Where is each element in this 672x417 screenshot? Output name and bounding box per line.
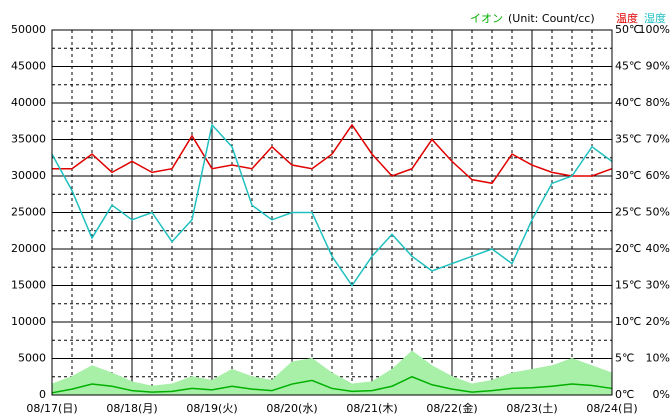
y3-tick-label: 10%	[646, 352, 670, 365]
series-line	[51, 375, 613, 394]
y2-tick-label: 5℃	[615, 352, 634, 365]
y-tick-label: 0	[39, 388, 46, 401]
x-tick-label: 08/24(日)	[586, 402, 637, 415]
unit-label: (Unit: Count/cc)	[508, 12, 595, 25]
series-line	[51, 123, 613, 287]
x-tick-label: 08/17(日)	[26, 402, 77, 415]
x-tick-label: 08/19(火)	[186, 402, 237, 415]
legend-ion: イオン	[470, 12, 503, 25]
x-tick-label: 08/20(水)	[266, 402, 317, 415]
x-tick-label: 08/18(月)	[106, 402, 157, 415]
y2-tick-label: 15℃	[615, 279, 641, 292]
y3-tick-label: 20%	[646, 315, 670, 328]
y3-tick-label: 90%	[646, 60, 670, 73]
y2-tick-label: 40℃	[615, 96, 641, 109]
x-tick-label: 08/23(土)	[506, 402, 557, 415]
y-tick-label: 20000	[11, 242, 46, 255]
y2-tick-label: 0℃	[615, 388, 634, 401]
y-tick-label: 25000	[11, 206, 46, 219]
y3-tick-label: 40%	[646, 242, 670, 255]
y3-tick-label: 30%	[646, 279, 670, 292]
y3-tick-label: 80%	[646, 96, 670, 109]
y-tick-label: 5000	[18, 352, 46, 365]
y-tick-label: 15000	[11, 279, 46, 292]
y3-tick-label: 100%	[639, 23, 670, 36]
y-tick-label: 45000	[11, 60, 46, 73]
y-tick-label: 50000	[11, 23, 46, 36]
y2-tick-label: 35℃	[615, 133, 641, 146]
legend-temp: 温度	[616, 11, 638, 25]
y2-tick-label: 20℃	[615, 242, 641, 255]
y3-tick-label: 0%	[653, 388, 670, 401]
y3-tick-label: 70%	[646, 133, 670, 146]
plot-frame	[51, 29, 613, 396]
y2-tick-label: 25℃	[615, 206, 641, 219]
y-tick-label: 35000	[11, 133, 46, 146]
y-tick-label: 40000	[11, 96, 46, 109]
y3-tick-label: 60%	[646, 169, 670, 182]
y-tick-label: 30000	[11, 169, 46, 182]
x-tick-label: 08/21(木)	[346, 402, 397, 415]
area	[51, 350, 613, 396]
y3-tick-label: 50%	[646, 206, 670, 219]
y2-tick-label: 30℃	[615, 169, 641, 182]
y2-tick-label: 45℃	[615, 60, 641, 73]
y2-tick-label: 10℃	[615, 315, 641, 328]
y2-tick-label: 50℃	[615, 23, 641, 36]
legend-humidity: 湿度	[644, 11, 666, 25]
y-tick-label: 10000	[11, 315, 46, 328]
x-tick-label: 08/22(金)	[426, 401, 477, 415]
series-line	[52, 123, 613, 185]
